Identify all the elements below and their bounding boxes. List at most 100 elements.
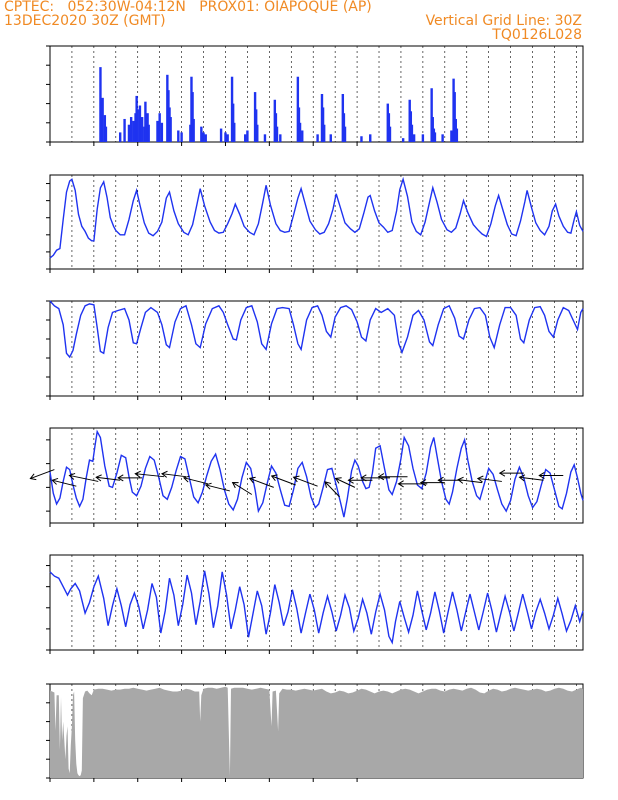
wind-vector-head [476, 475, 484, 483]
model-id: TQ0126L028 [492, 27, 582, 43]
precip-bar [412, 134, 416, 142]
precip-bar [246, 130, 249, 142]
precip-bar [101, 97, 104, 142]
precip-bar [147, 124, 150, 142]
precip-bar [441, 134, 444, 142]
wind-vector-head [117, 474, 124, 482]
precip-bar [256, 124, 259, 142]
run-datetime: 13DEC2020 30Z (GMT) [4, 13, 166, 29]
wind-vector [135, 473, 165, 478]
series-line [49, 176, 584, 259]
precip-bar [204, 134, 207, 142]
precip-bar [455, 128, 459, 142]
wind-vector [519, 476, 544, 481]
wind-vector [249, 477, 274, 488]
wind-vector [161, 473, 187, 478]
wind-vector-head [437, 476, 444, 484]
precip-bar [202, 132, 205, 142]
wind-vector-head [419, 479, 427, 487]
precip-bar [132, 120, 135, 142]
precip-bar [430, 88, 433, 142]
series-line [49, 570, 584, 645]
wind-vector [183, 477, 209, 485]
precip-bar [123, 118, 126, 142]
series-line [49, 300, 584, 359]
precip-bar [156, 120, 159, 142]
precip-bar [138, 105, 142, 142]
wind-vector-head [231, 481, 239, 489]
wind-vector-head [29, 473, 37, 481]
precip-bar [169, 117, 172, 142]
precip-bar [192, 118, 195, 142]
precip-bar [433, 132, 437, 142]
precip-bar [233, 122, 236, 142]
wind-vector [69, 474, 99, 482]
wind-vector-head [182, 475, 190, 483]
wind-vector-head [161, 470, 168, 478]
wind-vector [477, 477, 502, 482]
wind-vector [205, 484, 230, 492]
wind-vector-head [270, 474, 278, 482]
precip-bar [140, 117, 144, 142]
precip-bar [388, 126, 392, 142]
wind-vector [96, 476, 121, 481]
precip-bar [144, 101, 147, 142]
precip-bar [301, 130, 304, 142]
precip-bar [453, 92, 456, 142]
wind-vector [30, 469, 55, 480]
precip-bar [316, 134, 319, 142]
precip-bar [369, 134, 372, 142]
precip-bar [410, 124, 414, 142]
precip-bar [322, 124, 326, 142]
precip-bar [343, 126, 347, 142]
wind-vector [324, 481, 340, 498]
precip-bar [421, 134, 425, 142]
precip-bar [224, 132, 227, 142]
station-info: CPTEC: 052:30W-04:12N PROX01: OIAPOQUE (… [4, 0, 372, 15]
wind-vector-head [324, 481, 332, 488]
precip-bar [279, 134, 282, 142]
wind-vector [232, 482, 253, 495]
precip-bar [158, 113, 161, 142]
wind-vector-head [377, 473, 385, 481]
wind-vector-head [518, 474, 526, 482]
wind-vector-head [397, 480, 404, 488]
precip-bar [401, 138, 405, 142]
precip-bar [177, 130, 180, 142]
precip-bar [104, 126, 108, 142]
precip-bar [180, 132, 183, 142]
precip-bar [136, 109, 139, 142]
precip-bar [226, 134, 229, 142]
precip-bar [99, 67, 102, 142]
precip-bar [129, 117, 133, 142]
wind-vector-head [248, 476, 256, 484]
panel-frame [49, 174, 584, 270]
wind-vector-head [292, 475, 300, 483]
precip-bar [191, 92, 194, 142]
grid-line-note: Vertical Grid Line: 30Z [425, 13, 582, 29]
wind-vector-head [95, 474, 102, 482]
series-line [49, 429, 584, 518]
wind-vector [335, 477, 356, 488]
wind-vector-head [134, 470, 141, 478]
wind-vector-head [498, 469, 506, 477]
wind-vector-head [204, 482, 212, 490]
wind-vector-head [538, 471, 545, 480]
precip-bar [450, 130, 453, 142]
wind-vector-head [334, 477, 342, 484]
wind-vector-head [360, 474, 367, 482]
precip-bar [200, 126, 203, 142]
precip-bar [298, 122, 302, 142]
wind-vector-head [68, 472, 76, 480]
precip-bar [244, 134, 247, 142]
wind-vector [293, 476, 318, 487]
wind-vector [458, 479, 483, 484]
wind-vector [52, 479, 77, 487]
wind-vector [271, 475, 296, 486]
cloud-cover-area [50, 686, 583, 778]
chart-header: CPTEC: 052:30W-04:12N PROX01: OIAPOQUE (… [0, 0, 618, 48]
wind-vector-head [51, 477, 59, 485]
precip-bar [160, 122, 164, 142]
wind-vector-head [347, 476, 354, 484]
